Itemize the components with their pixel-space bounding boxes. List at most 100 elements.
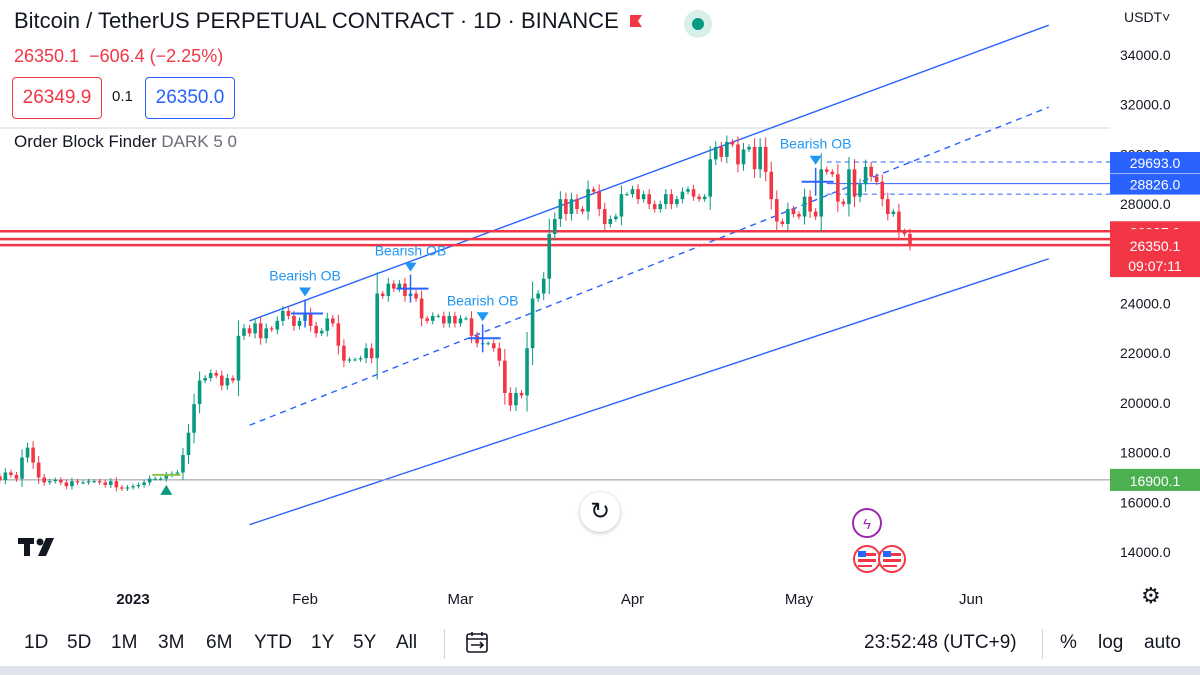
candle: [436, 315, 441, 317]
candle: [741, 149, 746, 165]
candle: [836, 174, 840, 202]
y-tick-label: 32000.0: [1120, 97, 1171, 113]
candle: [508, 392, 513, 406]
timeframe-3m[interactable]: 3M: [158, 632, 185, 653]
price-tag: [1110, 152, 1200, 174]
price-tag: [1110, 469, 1200, 491]
candle: [325, 318, 330, 331]
bearish-ob-label: Bearish OB: [780, 136, 852, 152]
x-tick-label: Feb: [292, 591, 318, 608]
x-tick-label: Mar: [448, 591, 474, 608]
candle: [847, 169, 851, 205]
timeframe-1d[interactable]: 1D: [24, 632, 49, 653]
candle: [874, 176, 879, 182]
candle: [514, 392, 518, 406]
candle: [286, 310, 291, 316]
channel-lower-line: [249, 258, 1049, 526]
timeframe-5d[interactable]: 5D: [67, 632, 92, 653]
candle: [752, 146, 757, 170]
candle: [791, 209, 796, 215]
timeframe-all[interactable]: All: [396, 632, 418, 653]
price-tag-label: 29693.0: [1130, 155, 1181, 171]
candle: [86, 481, 91, 483]
candle: [863, 166, 868, 185]
percent-scale-toggle[interactable]: %: [1060, 632, 1077, 653]
clock[interactable]: 23:52:48 (UTC+9): [864, 632, 1017, 653]
candle: [813, 211, 818, 217]
reset-chart-icon[interactable]: ↻: [580, 492, 620, 532]
candle: [131, 486, 135, 488]
candle: [780, 221, 785, 224]
candle: [808, 196, 812, 212]
timeframe-1y[interactable]: 1Y: [311, 632, 335, 653]
candle: [664, 194, 668, 205]
bearish-ob-label: Bearish OB: [447, 292, 519, 308]
candle: [747, 146, 751, 150]
timeframe-ytd[interactable]: YTD: [254, 632, 292, 653]
settings-gear-icon[interactable]: ⚙: [1141, 583, 1161, 608]
candle: [242, 328, 246, 336]
candle: [869, 166, 873, 177]
candle: [425, 318, 429, 321]
price-change: 26350.1 −606.4 (−2.25%): [14, 46, 223, 67]
candle: [525, 348, 529, 396]
symbol-title[interactable]: Bitcoin / TetherUS PERPETUAL CONTRACT · …: [14, 8, 619, 33]
price-tag-label: 16900.1: [1130, 473, 1181, 489]
y-tick-label: 24000.0: [1120, 296, 1171, 312]
candle: [153, 478, 157, 480]
candle: [269, 328, 274, 330]
candle: [0, 476, 2, 480]
market-status-icon[interactable]: [684, 10, 712, 38]
candle: [114, 481, 119, 488]
candle: [158, 478, 163, 480]
candle: [281, 310, 285, 321]
candle: [503, 360, 507, 393]
candle: [336, 323, 341, 346]
candle: [81, 482, 85, 484]
candle: [59, 479, 63, 483]
timeframe-1m[interactable]: 1M: [111, 632, 138, 653]
bearish-ob-arrow: [299, 287, 312, 297]
candle: [97, 481, 102, 483]
earnings-event-icon[interactable]: ϟ: [852, 508, 882, 538]
y-tick-label: 20000.0: [1120, 395, 1171, 411]
x-tick-label: 2023: [116, 591, 149, 608]
currency-selector[interactable]: USDT˅: [1124, 9, 1171, 25]
us-economic-event-icon[interactable]: [852, 544, 912, 574]
candle: [708, 159, 712, 197]
candle: [403, 283, 407, 297]
auto-scale-toggle[interactable]: auto: [1144, 632, 1181, 653]
candle: [125, 487, 130, 489]
candle: [392, 283, 396, 289]
candle: [414, 293, 418, 299]
candle: [264, 328, 268, 339]
date-range-icon[interactable]: [464, 631, 490, 655]
y-tick-label: 34000.0: [1120, 47, 1171, 63]
page-bottom-border: [0, 666, 1200, 675]
log-scale-toggle[interactable]: log: [1098, 632, 1124, 653]
candle: [691, 189, 696, 197]
price-chart[interactable]: Bearish OB Bearish OB Bearish OB Bearish OB…: [0, 0, 1200, 620]
timeframe-5y[interactable]: 5Y: [353, 632, 377, 653]
candle: [586, 189, 590, 212]
candle: [686, 189, 690, 192]
candle: [47, 481, 52, 483]
candle: [464, 318, 468, 320]
candle: [891, 211, 896, 215]
candle: [92, 481, 96, 483]
tradingview-logo-icon[interactable]: [18, 538, 60, 558]
candle: [231, 378, 235, 381]
sell-button[interactable]: 26349.9: [12, 77, 102, 119]
timeframe-6m[interactable]: 6M: [206, 632, 233, 653]
buy-button[interactable]: 26350.0: [145, 77, 235, 119]
flag-icon[interactable]: [628, 14, 644, 32]
indicator-params: DARK 5 0: [161, 132, 237, 151]
candle: [25, 447, 30, 458]
indicator-legend[interactable]: Order Block Finder DARK 5 0: [14, 132, 237, 152]
candle: [647, 194, 651, 205]
candle: [75, 481, 80, 483]
candle: [136, 484, 141, 487]
candle: [614, 216, 618, 220]
candle: [319, 330, 324, 334]
candle: [641, 194, 646, 200]
